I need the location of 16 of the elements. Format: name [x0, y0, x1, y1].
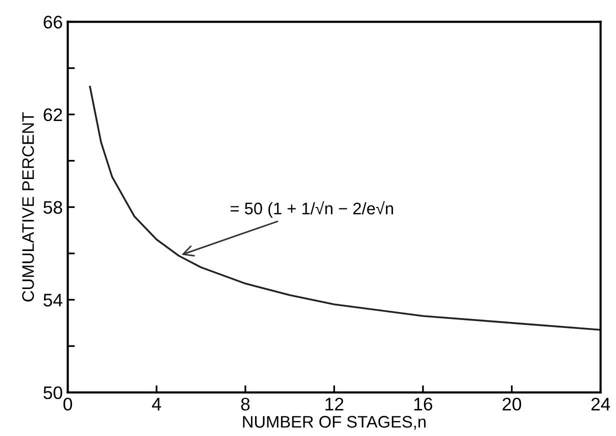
x-tick-label: 20 [502, 398, 522, 411]
y-axis-title: CUMULATIVE PERCENT [22, 112, 34, 302]
x-tick-label: 16 [414, 398, 432, 411]
y-tick-label: 54 [44, 294, 62, 306]
y-tick-label: 50 [44, 386, 62, 400]
y-tick-label: 66 [44, 16, 62, 29]
x-axis-title: NUMBER OF STAGES,n [243, 416, 426, 430]
line-series [89, 86, 601, 331]
x-tick-label: 12 [326, 398, 344, 410]
x-tick-label: 4 [152, 398, 162, 410]
annotation: = 50 (1 + 1/√n − 2/e√n [230, 201, 393, 218]
x-tick-label: 0 [63, 398, 72, 411]
x-tick-label: 24 [591, 398, 610, 410]
y-tick-label: 58 [44, 201, 62, 214]
y-tick-label: 62 [44, 108, 62, 122]
x-tick-label: 8 [241, 398, 250, 411]
